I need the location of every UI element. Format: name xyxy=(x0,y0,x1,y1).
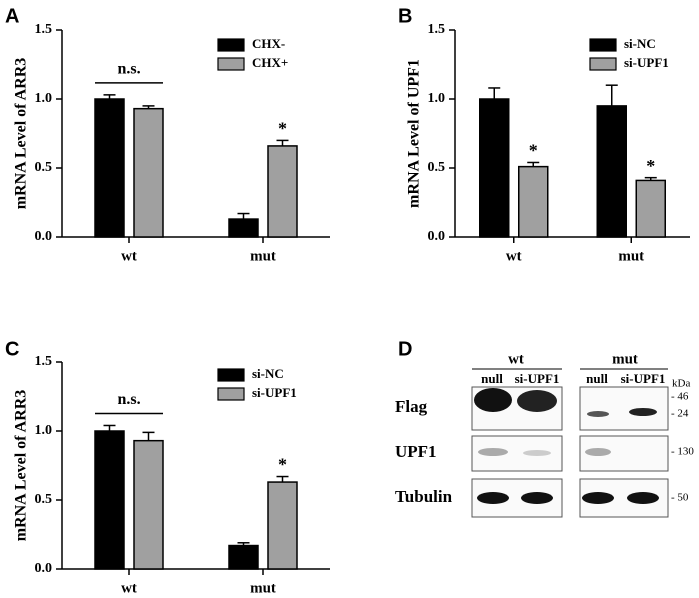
band xyxy=(587,411,609,417)
significance-mark: * xyxy=(278,119,287,139)
band xyxy=(478,448,508,456)
legend-swatch xyxy=(217,57,245,71)
panel-label: B xyxy=(398,5,412,27)
significance-label: n.s. xyxy=(117,391,140,408)
y-tick-label: 1.5 xyxy=(428,22,446,37)
legend-swatch xyxy=(589,38,617,52)
legend-swatch xyxy=(217,38,245,52)
marker-label: - 46 xyxy=(671,391,689,403)
significance-label: n.s. xyxy=(117,61,140,78)
y-tick-label: 1.5 xyxy=(35,22,53,37)
row-label: Flag xyxy=(395,397,428,416)
band xyxy=(627,492,659,504)
bar xyxy=(596,105,627,238)
band xyxy=(517,390,557,412)
y-tick-label: 0.5 xyxy=(35,492,53,507)
marker-label: - 130 xyxy=(671,446,694,458)
western-blot: D wt mut null si-UPF1 null si-UPF1 kDa F… xyxy=(395,338,694,518)
y-tick-label: 0.0 xyxy=(428,229,446,244)
y-tick-label: 0.5 xyxy=(35,160,53,175)
legend-swatch xyxy=(217,387,245,401)
y-tick-label: 0.0 xyxy=(35,229,53,244)
legend-label: si-UPF1 xyxy=(624,55,669,70)
row-label: UPF1 xyxy=(395,442,437,461)
legend-label: CHX- xyxy=(252,36,285,51)
bar xyxy=(133,439,164,570)
lane-label: si-UPF1 xyxy=(515,371,560,386)
lane-label: null xyxy=(481,371,503,386)
y-tick-label: 0.5 xyxy=(428,160,446,175)
bar xyxy=(479,98,510,238)
panel-label: D xyxy=(398,338,412,360)
marker-label: - 50 xyxy=(671,492,689,504)
x-tick-label: wt xyxy=(121,580,137,596)
band xyxy=(521,492,553,504)
legend-swatch xyxy=(217,368,245,382)
y-tick-label: 1.5 xyxy=(35,354,53,369)
row-label: Tubulin xyxy=(395,487,453,506)
band xyxy=(523,450,551,456)
x-tick-label: wt xyxy=(121,248,137,264)
legend-swatch xyxy=(589,57,617,71)
y-tick-label: 0.0 xyxy=(35,561,53,576)
lane-label: null xyxy=(586,371,608,386)
lane-label: si-UPF1 xyxy=(621,371,666,386)
bar xyxy=(133,107,164,238)
legend-label: CHX+ xyxy=(252,55,288,70)
significance-mark: * xyxy=(646,156,655,176)
blot-strip xyxy=(579,386,669,431)
bar xyxy=(228,544,259,570)
y-axis-title: mRNA Level of UPF1 xyxy=(406,59,423,208)
y-axis-title: mRNA Level of ARR3 xyxy=(13,390,30,542)
band xyxy=(585,448,611,456)
bar xyxy=(94,430,125,570)
x-tick-label: mut xyxy=(250,580,276,596)
marker-label: - 24 xyxy=(671,408,689,420)
legend-label: si-UPF1 xyxy=(252,385,297,400)
y-tick-label: 1.0 xyxy=(428,91,446,106)
y-tick-label: 1.0 xyxy=(35,423,53,438)
y-tick-label: 1.0 xyxy=(35,91,53,106)
band xyxy=(582,492,614,504)
x-tick-label: wt xyxy=(506,248,522,264)
bar xyxy=(518,165,549,238)
legend-label: si-NC xyxy=(252,366,284,381)
bar xyxy=(267,145,298,238)
panel-label: C xyxy=(5,338,19,360)
bar xyxy=(635,179,666,238)
significance-mark: * xyxy=(278,455,287,475)
x-tick-label: mut xyxy=(250,248,276,264)
unit-label: kDa xyxy=(672,378,690,390)
bar xyxy=(267,481,298,570)
band xyxy=(474,388,512,412)
legend-label: si-NC xyxy=(624,36,656,51)
band xyxy=(629,408,657,416)
bar xyxy=(94,98,125,238)
x-tick-label: mut xyxy=(618,248,644,264)
bar xyxy=(228,218,259,238)
panel-label: A xyxy=(5,5,19,27)
y-axis-title: mRNA Level of ARR3 xyxy=(13,58,30,210)
group-label: wt xyxy=(508,351,524,367)
band xyxy=(477,492,509,504)
group-label: mut xyxy=(612,351,638,367)
significance-mark: * xyxy=(529,141,538,161)
